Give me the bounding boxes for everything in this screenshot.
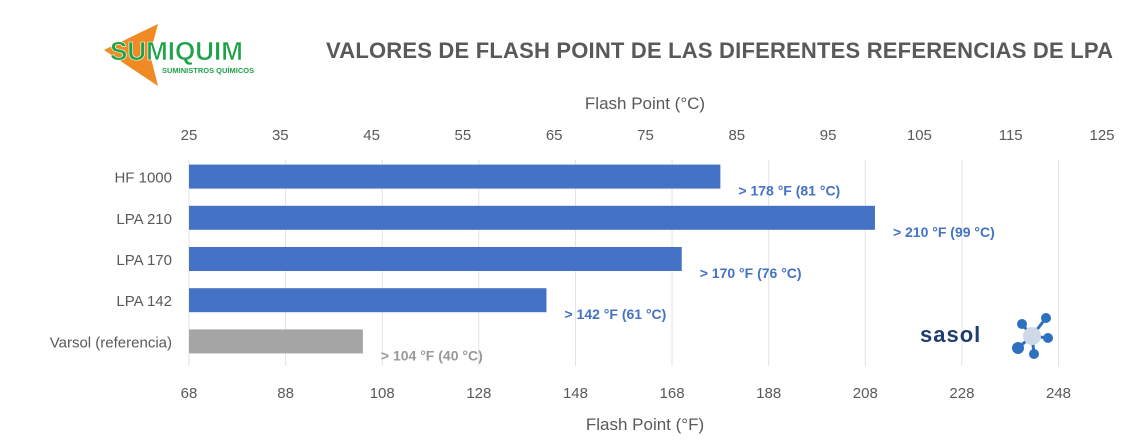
x-tick-label: 228 xyxy=(949,385,974,402)
data-label: > 210 °F (99 °C) xyxy=(893,224,995,240)
data-label: > 104 °F (40 °C) xyxy=(381,347,483,363)
x-tick-label: 208 xyxy=(853,385,878,402)
x2-tick-label: 115 xyxy=(999,127,1023,144)
x2-tick-label: 35 xyxy=(272,127,289,144)
svg-text:sasol: sasol xyxy=(920,322,981,347)
svg-text:SUMIQUIM: SUMIQUIM xyxy=(110,36,243,66)
x-tick-label: 128 xyxy=(466,385,491,402)
data-label: > 142 °F (61 °C) xyxy=(564,306,666,322)
bar xyxy=(189,247,682,271)
x2-tick-label: 75 xyxy=(637,127,654,144)
x-tick-label: 248 xyxy=(1046,385,1071,402)
x2-tick-label: 65 xyxy=(546,127,563,144)
category-label: LPA 142 xyxy=(116,293,172,310)
x2-axis-title: Flash Point (°C) xyxy=(585,94,705,113)
x2-tick-label: 25 xyxy=(181,127,198,144)
x-axis-title: Flash Point (°F) xyxy=(586,415,704,434)
x-tick-label: 88 xyxy=(277,385,294,402)
sasol-logo: sasol xyxy=(920,313,1053,359)
x2-tick-label: 125 xyxy=(1089,127,1114,144)
x-tick-label: 108 xyxy=(370,385,395,402)
data-label: > 170 °F (76 °C) xyxy=(700,265,802,281)
bar xyxy=(189,205,875,230)
bar xyxy=(189,329,363,354)
x2-tick-label: 85 xyxy=(728,127,745,144)
data-label: > 178 °F (81 °C) xyxy=(738,183,840,199)
sumiquim-logo: SUMIQUIM SUMINISTROS QUÍMICOS xyxy=(104,24,254,86)
bar xyxy=(189,288,547,313)
x2-tick-label: 45 xyxy=(363,127,380,144)
category-label: Varsol (referencia) xyxy=(50,334,172,351)
x-tick-label: 168 xyxy=(660,385,685,402)
chart-title: VALORES DE FLASH POINT DE LAS DIFERENTES… xyxy=(326,38,1114,63)
svg-text:SUMINISTROS QUÍMICOS: SUMINISTROS QUÍMICOS xyxy=(162,66,254,75)
x2-tick-label: 105 xyxy=(907,127,932,144)
category-label: LPA 210 xyxy=(116,211,172,228)
category-label: LPA 170 xyxy=(116,252,172,269)
x2-tick-label: 55 xyxy=(455,127,472,144)
x2-tick-label: 95 xyxy=(820,127,837,144)
x-tick-label: 148 xyxy=(563,385,588,402)
x-tick-label: 68 xyxy=(181,385,198,402)
category-label: HF 1000 xyxy=(114,170,172,187)
x-tick-label: 188 xyxy=(756,385,781,402)
bar xyxy=(189,164,721,189)
